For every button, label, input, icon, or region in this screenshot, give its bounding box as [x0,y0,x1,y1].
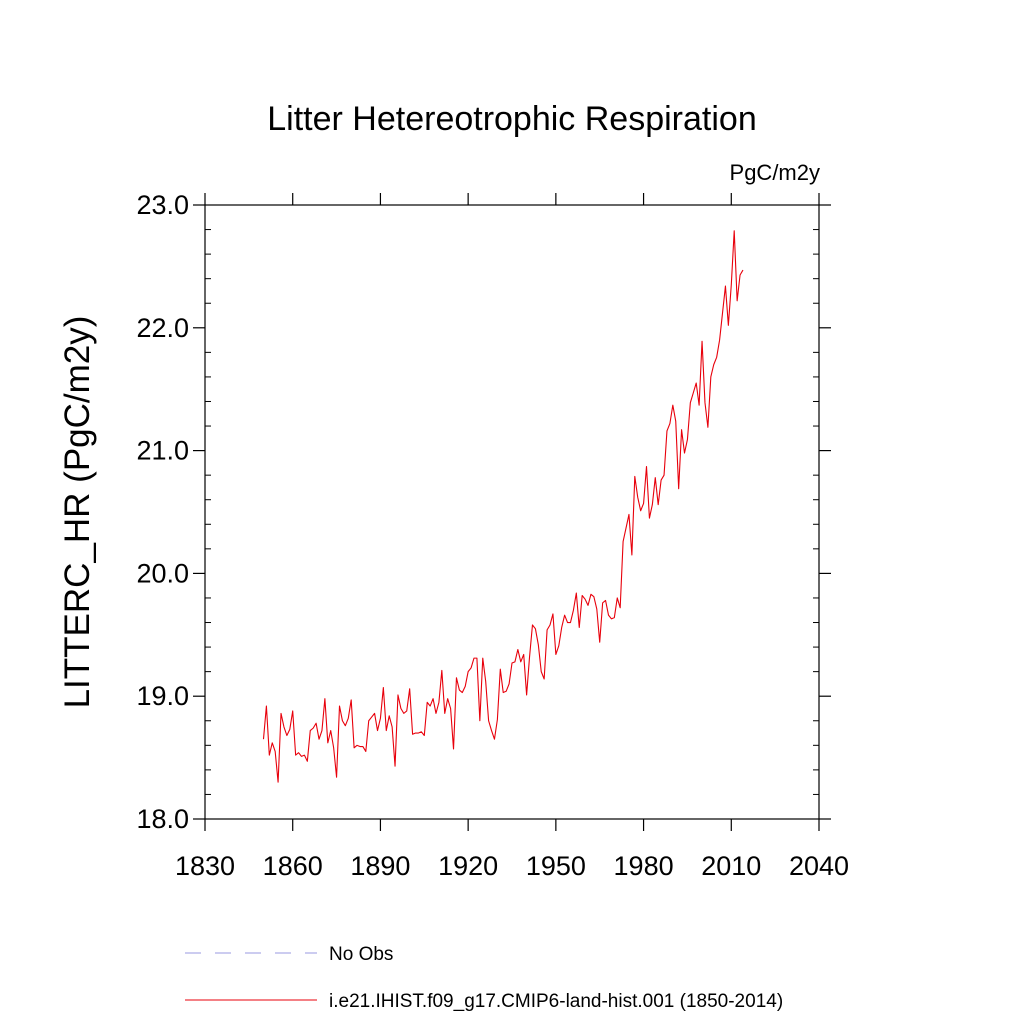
y-tick-label: 23.0 [136,190,189,220]
x-tick-label: 1830 [175,851,235,881]
chart-title: Litter Hetereotrophic Respiration [267,100,756,138]
tick-labels: 1830 1860 1890 1920 1950 1980 2010 2040 18.0 19.0… [136,190,849,881]
y-tick-label: 22.0 [136,313,189,343]
x-tick-label: 1980 [614,851,674,881]
x-tick-label: 1920 [438,851,498,881]
units-label: PgC/m2y [730,160,820,185]
plot-frame [204,204,820,820]
y-tick-label: 19.0 [136,681,189,711]
x-tick-label: 2010 [701,851,761,881]
legend: No Obs i.e21.IHIST.f09_g17.CMIP6-land-hi… [185,944,783,1012]
x-tick-label: 2040 [789,851,849,881]
x-tick-label: 1860 [263,851,323,881]
legend-model-label: i.e21.IHIST.f09_g17.CMIP6-land-hist.001 … [329,991,783,1012]
y-tick-label: 21.0 [136,436,189,466]
series-layer [262,230,744,783]
legend-no-obs-label: No Obs [329,944,393,965]
x-tick-label: 1890 [350,851,410,881]
axis-ticks [193,193,831,831]
y-tick-label: 20.0 [136,558,189,588]
series-line-model [262,230,744,783]
y-tick-label: 18.0 [136,804,189,834]
y-axis-label: LITTERC_HR (PgC/m2y) [58,316,97,709]
x-tick-label: 1950 [526,851,586,881]
